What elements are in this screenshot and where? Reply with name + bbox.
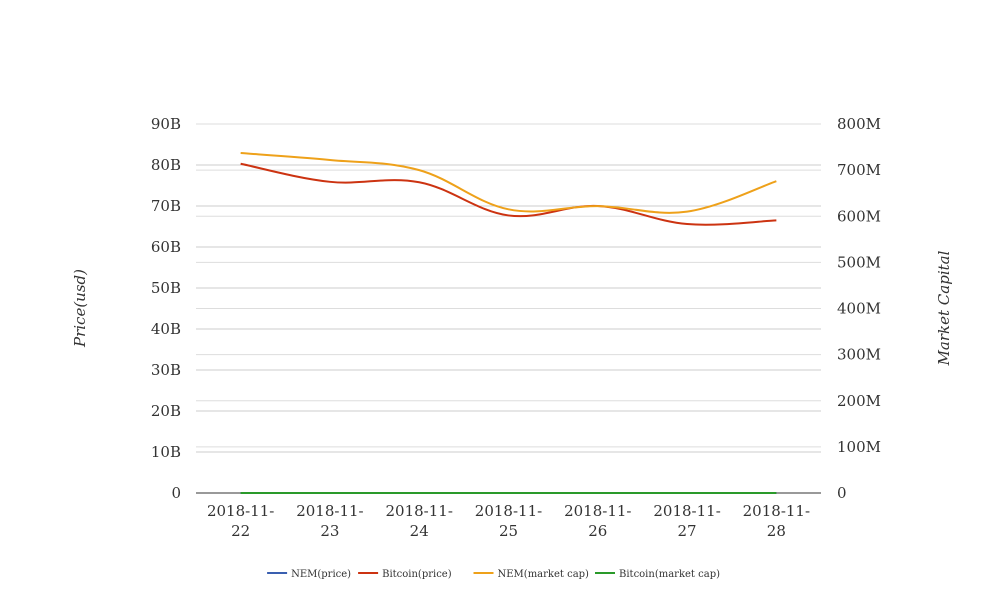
y-tick-right: 0 bbox=[837, 484, 847, 502]
y-tick-right: 800M bbox=[837, 115, 881, 133]
x-tick-label: 2018-11-24 bbox=[386, 502, 453, 540]
x-tick-label: 2018-11-27 bbox=[653, 502, 720, 540]
y-tick-right: 400M bbox=[837, 300, 881, 318]
x-tick-label: 2018-11-28 bbox=[743, 502, 810, 540]
y-tick-right: 300M bbox=[837, 346, 881, 364]
y-tick-left: 10B bbox=[151, 443, 181, 461]
axis-layer: 0 10B 20B 30B 40B 50B 60B 70B 80B 90B 0 100M 200M 300… bbox=[151, 115, 881, 540]
y-tick-right: 100M bbox=[837, 438, 881, 456]
series-line-nem-market-cap bbox=[240, 152, 777, 214]
y-tick-left: 70B bbox=[151, 197, 181, 215]
series-layer bbox=[240, 152, 777, 495]
y-tick-left: 30B bbox=[151, 361, 181, 379]
x-tick-label: 2018-11-26 bbox=[564, 502, 631, 540]
x-tick-label: 2018-11-23 bbox=[296, 502, 363, 540]
y-tick-right: 200M bbox=[837, 392, 881, 410]
legend-item-bitcoin-price[interactable]: Bitcoin(price) bbox=[358, 569, 452, 580]
legend-label: Bitcoin(market cap) bbox=[619, 569, 720, 580]
legend-item-nem-market-cap[interactable]: NEM(market cap) bbox=[473, 569, 590, 580]
x-tick-label: 2018-11-25 bbox=[475, 502, 542, 540]
legend-label: NEM(price) bbox=[291, 569, 351, 580]
y-tick-left: 80B bbox=[151, 156, 181, 174]
y-tick-right: 500M bbox=[837, 253, 881, 271]
y-tick-left: 0 bbox=[171, 484, 181, 502]
y-tick-left: 20B bbox=[151, 402, 181, 420]
legend-label: NEM(market cap) bbox=[498, 569, 590, 580]
x-tick-label: 2018-11-22 bbox=[207, 502, 274, 540]
legend-item-bitcoin-market-cap[interactable]: Bitcoin(market cap) bbox=[595, 569, 720, 580]
grid-layer bbox=[196, 123, 821, 453]
y-axis-title-left: Price(usd) bbox=[71, 269, 89, 348]
y-tick-right: 600M bbox=[837, 207, 881, 225]
y-tick-right: 700M bbox=[837, 161, 881, 179]
legend: NEM(price) Bitcoin(price) NEM(market cap) B… bbox=[267, 569, 720, 580]
y-tick-left: 60B bbox=[151, 238, 181, 256]
legend-label: Bitcoin(price) bbox=[382, 569, 452, 580]
y-axis-title-right: Market Capital bbox=[935, 250, 953, 366]
legend-item-nem-price[interactable]: NEM(price) bbox=[267, 569, 351, 580]
y-tick-left: 50B bbox=[151, 279, 181, 297]
series-line-bitcoin-price bbox=[240, 162, 777, 226]
y-tick-left: 40B bbox=[151, 320, 181, 338]
y-tick-left: 90B bbox=[151, 115, 181, 133]
